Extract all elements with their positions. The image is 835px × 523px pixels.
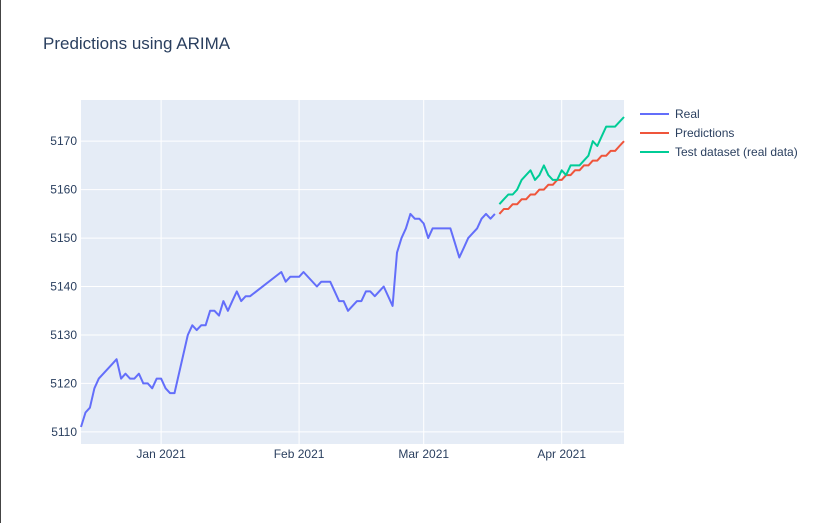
x-tick-label: Mar 2021: [398, 447, 449, 461]
grid-lines: [81, 100, 624, 444]
x-tick-label: Jan 2021: [136, 447, 186, 461]
plot-area: [81, 100, 624, 444]
legend: Real Predictions Test dataset (real data): [640, 107, 798, 159]
x-tick-label: Feb 2021: [274, 447, 325, 461]
y-tick-label: 5150: [50, 231, 77, 245]
x-axis: Jan 2021 Feb 2021 Mar 2021 Apr 2021: [136, 447, 586, 461]
series-line-test-dataset-real-data: [498, 116, 625, 205]
y-tick-label: 5170: [50, 134, 77, 148]
series-lines: [80, 116, 625, 428]
y-tick-label: 5130: [50, 328, 77, 342]
series-line-predictions: [498, 140, 625, 215]
chart-title: Predictions using ARIMA: [43, 34, 231, 53]
series-line-real: [80, 212, 496, 428]
window-edge: [0, 0, 1, 523]
legend-label-real[interactable]: Real: [675, 107, 700, 121]
y-tick-label: 5140: [50, 280, 77, 294]
legend-label-test-dataset-real-data[interactable]: Test dataset (real data): [675, 145, 798, 159]
y-tick-label: 5110: [51, 425, 77, 439]
y-tick-label: 5160: [50, 183, 77, 197]
y-axis: 5110 5120 5130 5140 5150 5160 5170: [50, 134, 77, 439]
x-tick-label: Apr 2021: [537, 447, 586, 461]
y-tick-label: 5120: [50, 376, 77, 390]
legend-label-predictions[interactable]: Predictions: [675, 126, 734, 140]
